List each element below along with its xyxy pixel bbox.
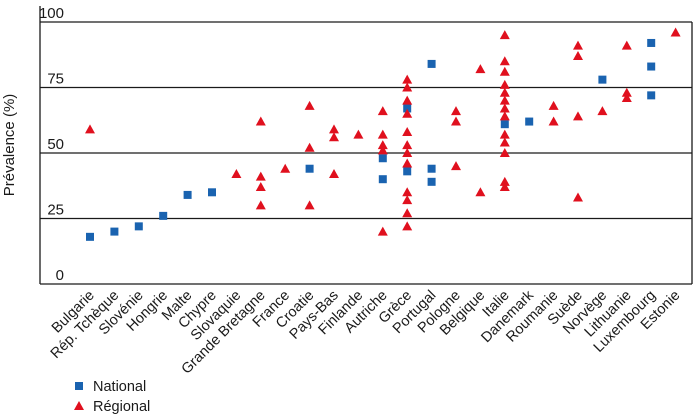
gridlines bbox=[40, 21, 692, 285]
national-point bbox=[427, 177, 436, 186]
national-point bbox=[159, 211, 168, 220]
regional-point bbox=[402, 208, 413, 218]
regional-point bbox=[402, 127, 413, 137]
regional-point bbox=[377, 106, 388, 116]
regional-point bbox=[304, 142, 315, 152]
regional-point bbox=[499, 30, 510, 40]
regional-point bbox=[377, 129, 388, 139]
regional-point bbox=[255, 116, 266, 126]
regional-point bbox=[329, 168, 339, 178]
regional-point bbox=[573, 51, 583, 61]
regional-point bbox=[475, 187, 486, 197]
regional-point bbox=[377, 140, 388, 150]
national-point bbox=[598, 75, 607, 84]
legend-label: National bbox=[93, 379, 146, 395]
y-tick-label: 25 bbox=[47, 202, 64, 219]
regional-point bbox=[280, 163, 291, 173]
regional-point bbox=[304, 200, 315, 210]
regional-point bbox=[402, 158, 413, 168]
regional-point bbox=[499, 66, 510, 76]
national-point bbox=[208, 188, 216, 197]
regional-point bbox=[499, 182, 510, 192]
legend-national-marker bbox=[75, 382, 83, 390]
data-points bbox=[85, 27, 681, 241]
national-point bbox=[647, 62, 656, 71]
regional-point bbox=[353, 129, 364, 139]
regional-point bbox=[548, 116, 559, 126]
national-point bbox=[525, 117, 534, 126]
national-point bbox=[403, 167, 412, 176]
regional-point bbox=[499, 79, 510, 89]
national-point bbox=[183, 190, 192, 199]
regional-point bbox=[451, 161, 461, 171]
legend-label: Régional bbox=[93, 399, 150, 415]
national-point bbox=[378, 154, 387, 163]
legend: National Régional bbox=[74, 379, 150, 415]
regional-point bbox=[85, 124, 95, 134]
regional-point bbox=[329, 124, 339, 134]
regional-point bbox=[304, 100, 315, 110]
regional-point bbox=[475, 64, 486, 74]
y-tick-label: 100 bbox=[39, 5, 64, 22]
national-point bbox=[305, 164, 314, 173]
regional-point bbox=[499, 87, 510, 97]
regional-point bbox=[499, 95, 510, 105]
national-point bbox=[378, 175, 387, 184]
regional-point bbox=[621, 92, 632, 102]
regional-point bbox=[621, 87, 632, 97]
national-point bbox=[647, 91, 656, 100]
legend-regional-marker bbox=[74, 401, 84, 410]
regional-point bbox=[329, 132, 339, 142]
y-tick-label: 50 bbox=[47, 136, 64, 153]
regional-point bbox=[573, 40, 583, 50]
regional-point bbox=[402, 148, 413, 157]
national-point bbox=[427, 59, 436, 68]
national-point bbox=[647, 38, 656, 47]
regional-point bbox=[402, 82, 413, 92]
regional-point bbox=[499, 176, 510, 186]
regional-point bbox=[377, 145, 388, 155]
national-point bbox=[403, 104, 412, 113]
regional-point bbox=[548, 100, 559, 110]
regional-point bbox=[402, 95, 413, 105]
regional-point bbox=[402, 195, 413, 205]
y-tick-label: 0 bbox=[56, 267, 64, 284]
regional-point bbox=[573, 192, 583, 202]
regional-point bbox=[499, 103, 510, 113]
y-tick-label: 75 bbox=[47, 71, 64, 88]
regional-point bbox=[255, 182, 266, 192]
axes bbox=[39, 6, 693, 284]
national-point bbox=[500, 120, 509, 129]
regional-point bbox=[499, 137, 510, 147]
regional-point bbox=[255, 171, 266, 181]
regional-point bbox=[377, 226, 388, 236]
regional-point bbox=[255, 200, 266, 210]
regional-point bbox=[402, 140, 413, 150]
national-point bbox=[427, 164, 436, 173]
national-point bbox=[110, 227, 119, 236]
regional-point bbox=[499, 148, 510, 157]
regional-point bbox=[402, 187, 413, 197]
regional-point bbox=[402, 221, 413, 231]
regional-point bbox=[573, 111, 583, 121]
regional-point bbox=[402, 108, 413, 118]
regional-point bbox=[621, 40, 632, 50]
y-tick-labels: 0 25 50 75 100 bbox=[39, 5, 64, 284]
regional-point bbox=[231, 168, 242, 178]
regional-point bbox=[451, 106, 461, 116]
national-point bbox=[86, 232, 94, 241]
regional-point bbox=[499, 111, 510, 121]
regional-point bbox=[499, 56, 510, 66]
regional-point bbox=[451, 116, 461, 126]
regional-point bbox=[402, 74, 413, 84]
regional-point bbox=[499, 129, 510, 139]
national-point bbox=[134, 222, 143, 231]
regional-point bbox=[670, 27, 681, 37]
regional-point bbox=[597, 106, 608, 116]
y-axis-title: Prévalence (%) bbox=[1, 94, 18, 197]
